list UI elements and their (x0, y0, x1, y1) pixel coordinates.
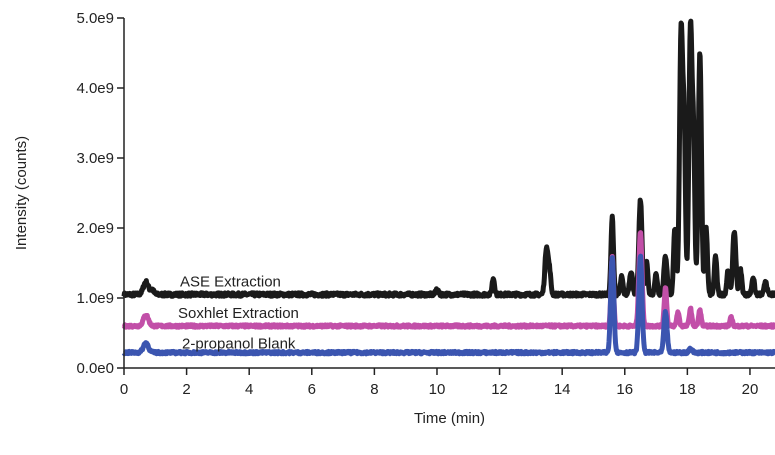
x-tick-label: 12 (491, 381, 508, 398)
series-labels-layer: ASE Extraction Soxhlet Extraction 2-propan… (178, 274, 299, 353)
x-tick-label: 20 (742, 381, 759, 398)
x-tick-label: 8 (370, 381, 378, 398)
y-tick-label: 4.0e9 (76, 80, 114, 97)
series-line-2 (121, 253, 775, 357)
y-tick-label: 0.0e0 (76, 360, 114, 377)
series-label-0: ASE Extraction (180, 274, 281, 291)
x-tick-label: 2 (182, 381, 190, 398)
x-tick-label: 0 (120, 381, 128, 398)
series-line-0 (121, 18, 775, 299)
ticks-layer: 0 2 4 6 8 10 12 14 16 18 20 0.0e0 1.0e9 2.0e9 3.0e9 4.0… (76, 10, 758, 398)
y-axis-title: Intensity (counts) (13, 136, 30, 250)
x-tick-label: 10 (429, 381, 446, 398)
axes-layer (123, 18, 775, 369)
series-line-1 (121, 230, 775, 330)
y-tick-label: 3.0e9 (76, 150, 114, 167)
y-tick-label: 2.0e9 (76, 220, 114, 237)
series-layer (121, 18, 775, 357)
series-label-2: 2-propanol Blank (182, 336, 296, 353)
x-tick-label: 6 (308, 381, 316, 398)
y-tick-label: 1.0e9 (76, 290, 114, 307)
x-tick-label: 16 (616, 381, 633, 398)
x-tick-label: 4 (245, 381, 253, 398)
y-tick-label: 5.0e9 (76, 10, 114, 27)
series-label-1: Soxhlet Extraction (178, 305, 299, 322)
x-axis-title: Time (min) (414, 410, 485, 427)
x-tick-label: 14 (554, 381, 571, 398)
x-tick-label: 18 (679, 381, 696, 398)
